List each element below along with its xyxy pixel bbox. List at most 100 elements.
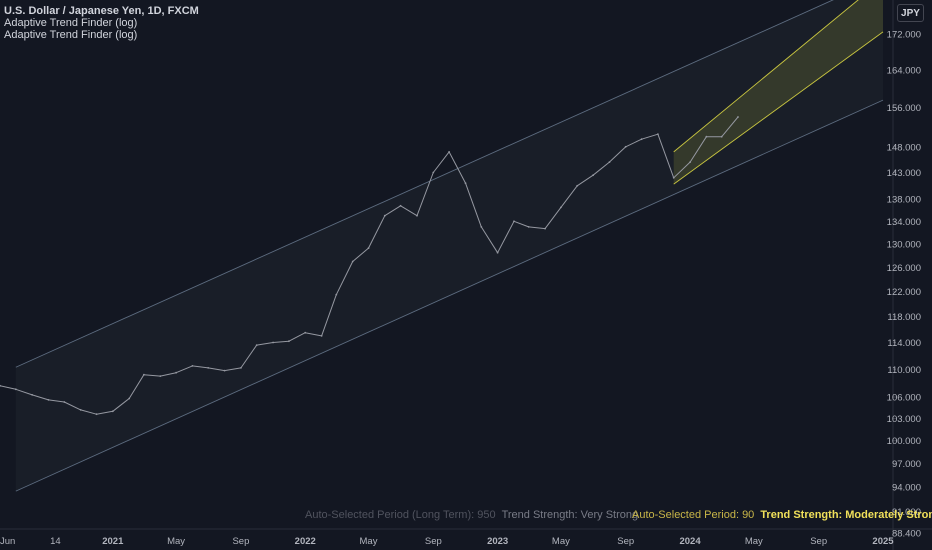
y-tick-label: 97.000: [892, 459, 921, 470]
price-point: [464, 182, 467, 185]
short-term-status: Auto-Selected Period: 90 Trend Strength: …: [632, 509, 932, 521]
indicator-label[interactable]: Adaptive Trend Finder (log): [4, 17, 138, 29]
price-point: [240, 367, 242, 369]
price-point: [304, 331, 307, 334]
price-point: [47, 399, 50, 401]
price-point: [496, 251, 499, 254]
price-point: [689, 161, 691, 164]
price-point: [95, 413, 98, 416]
y-tick-label: 130.000: [887, 240, 921, 251]
price-point: [320, 335, 323, 337]
x-tick-label: May: [360, 536, 378, 547]
price-point: [111, 410, 114, 413]
price-point: [544, 227, 546, 230]
y-tick-label: 110.000: [887, 365, 921, 376]
price-point: [79, 409, 82, 411]
price-point: [63, 401, 66, 403]
price-point: [416, 214, 418, 217]
short-term-channel-upper-line: [673, 0, 859, 153]
time-scale[interactable]: Jun 14 2021 May Sep 2022 May Sep 2023 May Sep 2024 M…: [0, 536, 894, 547]
x-tick-label: 2024: [679, 536, 701, 547]
price-point: [207, 367, 210, 369]
short-term-channel-fill: [673, 0, 883, 185]
y-tick-label: 134.000: [887, 217, 921, 228]
x-tick-label: Sep: [810, 536, 827, 547]
price-point: [399, 204, 402, 207]
price-point: [143, 373, 145, 376]
chart-legend: U.S. Dollar / Japanese Yen, 1D, FXCM Ada…: [4, 5, 199, 41]
long-term-channel-lower-line: [15, 99, 884, 492]
price-point: [383, 214, 386, 217]
y-tick-label: 88.400: [892, 529, 921, 540]
price-point: [175, 371, 178, 374]
price-point: [705, 135, 708, 138]
indicator-label[interactable]: Adaptive Trend Finder (log): [4, 29, 138, 41]
price-point: [640, 138, 643, 141]
x-tick-label: May: [552, 536, 570, 547]
y-tick-label: 103.000: [887, 414, 921, 425]
price-point: [288, 340, 290, 343]
x-tick-label: 2021: [102, 536, 124, 547]
x-tick-label: May: [745, 536, 763, 547]
price-point: [0, 384, 1, 387]
plot-area[interactable]: [0, 0, 884, 492]
y-tick-label: 94.000: [892, 483, 921, 494]
price-point: [527, 226, 530, 228]
short-term-strength-label: Trend Strength: Moderately Strong: [760, 509, 932, 521]
long-term-channel-fill: [15, 0, 883, 492]
price-point: [255, 344, 258, 346]
price-point: [737, 116, 739, 118]
price-point: [335, 293, 338, 296]
price-point: [448, 151, 450, 153]
price-point: [608, 161, 611, 164]
price-point: [128, 397, 131, 400]
y-tick-label: 122.000: [887, 287, 921, 298]
price-point: [560, 206, 562, 209]
y-tick-label: 164.000: [887, 65, 921, 76]
price-point: [432, 171, 435, 174]
x-tick-label: 2025: [872, 536, 894, 547]
price-point: [513, 220, 515, 223]
y-tick-label: 126.000: [887, 263, 921, 274]
y-tick-label: 172.000: [887, 30, 921, 41]
x-tick-label: Sep: [232, 536, 249, 547]
price-point: [576, 184, 579, 187]
price-point: [624, 145, 627, 148]
price-point: [14, 388, 17, 391]
y-tick-label: 114.000: [887, 338, 921, 349]
price-point: [672, 176, 675, 179]
y-tick-label: 106.000: [887, 393, 921, 404]
long-term-period-label: Auto-Selected Period (Long Term): 950: [305, 509, 496, 521]
price-point: [272, 341, 274, 344]
price-point: [31, 394, 34, 396]
short-term-channel-lower-line: [673, 31, 884, 185]
y-tick-label: 91.000: [892, 507, 921, 518]
long-term-channel-upper-line: [15, 0, 834, 368]
short-term-period-label: Auto-Selected Period: 90: [632, 509, 755, 521]
y-tick-label: 143.000: [887, 168, 921, 179]
price-point: [367, 247, 370, 250]
price-point: [351, 260, 354, 263]
price-scale[interactable]: 88.400 91.000 94.000 97.000 100.000 103.000 10…: [887, 30, 921, 540]
x-tick-label: 14: [50, 536, 61, 547]
symbol-title[interactable]: U.S. Dollar / Japanese Yen, 1D, FXCM: [4, 5, 199, 17]
y-tick-label: 156.000: [887, 103, 921, 114]
x-tick-label: 2022: [295, 536, 316, 547]
price-point: [592, 174, 594, 177]
long-term-status: Auto-Selected Period (Long Term): 950 Tre…: [305, 509, 638, 521]
currency-badge[interactable]: JPY: [897, 4, 924, 22]
y-tick-label: 100.000: [887, 436, 921, 447]
long-term-strength-label: Trend Strength: Very Strong: [501, 509, 639, 521]
y-tick-label: 138.000: [887, 195, 921, 206]
x-tick-label: May: [167, 536, 185, 547]
price-point: [191, 365, 194, 367]
price-point: [223, 369, 226, 372]
price-point: [159, 375, 162, 377]
y-tick-label: 148.000: [887, 142, 921, 153]
x-tick-label: Sep: [617, 536, 634, 547]
x-tick-label: Sep: [425, 536, 442, 547]
y-tick-label: 118.000: [887, 312, 921, 323]
